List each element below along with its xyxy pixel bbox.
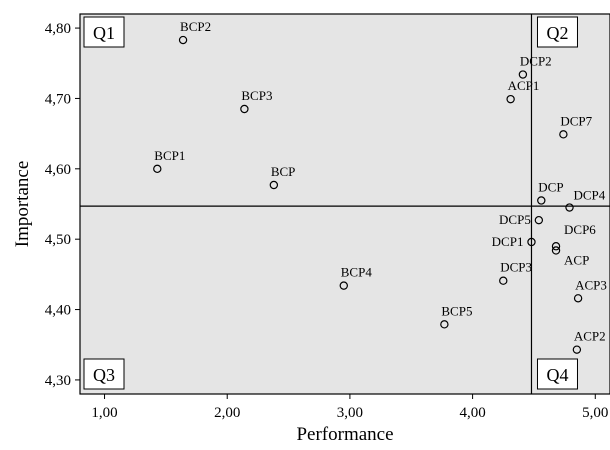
data-point (339, 281, 348, 290)
quadrant-text: Q3 (93, 365, 115, 385)
y-tick-label: 4,30 (45, 373, 71, 389)
x-tick-label: 4,00 (459, 405, 485, 421)
point-label: DCP4 (574, 188, 606, 203)
axes: 1,00 2,00 3,00 4,00 5,00 4,30 4,40 4,50 4,60 4,70… (45, 21, 609, 421)
point-label: BCP3 (241, 88, 272, 103)
point-label: DCP6 (564, 222, 596, 237)
quadrant-box (536, 16, 578, 48)
point-label: BCP (271, 164, 296, 179)
data-point (573, 294, 583, 303)
quadrant-label-q1: Q1 (83, 16, 125, 48)
data-points: BCP2 BCP3 BCP1 BCP BCP4 BCP5 DCP2 ACP1 DCP7 DCP DC… (153, 19, 607, 354)
y-tick-label: 4,80 (45, 21, 71, 37)
point-label: ACP (564, 252, 589, 267)
point-label: DCP5 (499, 212, 531, 227)
data-point (153, 164, 162, 174)
x-tick-label: 2,00 (214, 405, 240, 421)
point-label: BCP4 (341, 265, 373, 280)
point-label: ACP3 (575, 277, 607, 292)
point-label: ACP1 (508, 78, 540, 93)
y-tick-label: 4,60 (45, 162, 71, 178)
point-label: DCP3 (500, 260, 532, 275)
point-label: ACP2 (574, 329, 606, 344)
y-tick-label: 4,50 (45, 232, 71, 248)
point-label: DCP1 (492, 234, 524, 249)
data-point (565, 203, 574, 212)
point-label: BCP5 (441, 303, 472, 318)
x-tick-label: 5,00 (582, 405, 608, 421)
data-point (178, 35, 188, 45)
quadrant-text: Q4 (546, 365, 568, 385)
point-label: DCP (538, 179, 563, 194)
data-point (269, 180, 279, 190)
x-axis-title: Performance (296, 424, 393, 445)
quadrant-text: Q1 (93, 23, 115, 43)
reference-lines (80, 14, 610, 394)
point-label: DCP7 (560, 113, 592, 128)
quadrant-label-q3: Q3 (83, 358, 125, 390)
data-point (499, 276, 508, 285)
y-tick-label: 4,40 (45, 303, 71, 319)
quadrant-box (83, 358, 125, 390)
point-label: DCP2 (520, 54, 552, 69)
data-point (572, 345, 582, 354)
quadrant-label-q2: Q2 (536, 16, 578, 48)
data-point (240, 104, 249, 114)
plot-area (79, 13, 610, 395)
data-point (551, 242, 561, 251)
x-tick-label: 1,00 (91, 405, 117, 421)
y-tick-label: 4,70 (45, 91, 71, 107)
point-label: BCP2 (180, 19, 211, 34)
data-point (440, 320, 449, 329)
data-point (527, 237, 536, 247)
quadrant-text: Q2 (546, 23, 568, 43)
x-tick-label: 3,00 (337, 405, 363, 421)
quadrant-box (536, 358, 578, 390)
quadrant-label-q4: Q4 (536, 358, 578, 390)
data-point (551, 246, 561, 255)
data-point (559, 130, 568, 139)
data-point (506, 94, 515, 104)
quadrant-labels: Q1 Q2 Q3 Q4 (83, 16, 578, 390)
data-point (534, 215, 544, 225)
data-point (537, 196, 546, 205)
quadrant-box (83, 16, 125, 48)
point-label: BCP1 (154, 148, 185, 163)
data-point (518, 70, 528, 79)
y-axis-title: Importance (12, 161, 33, 248)
